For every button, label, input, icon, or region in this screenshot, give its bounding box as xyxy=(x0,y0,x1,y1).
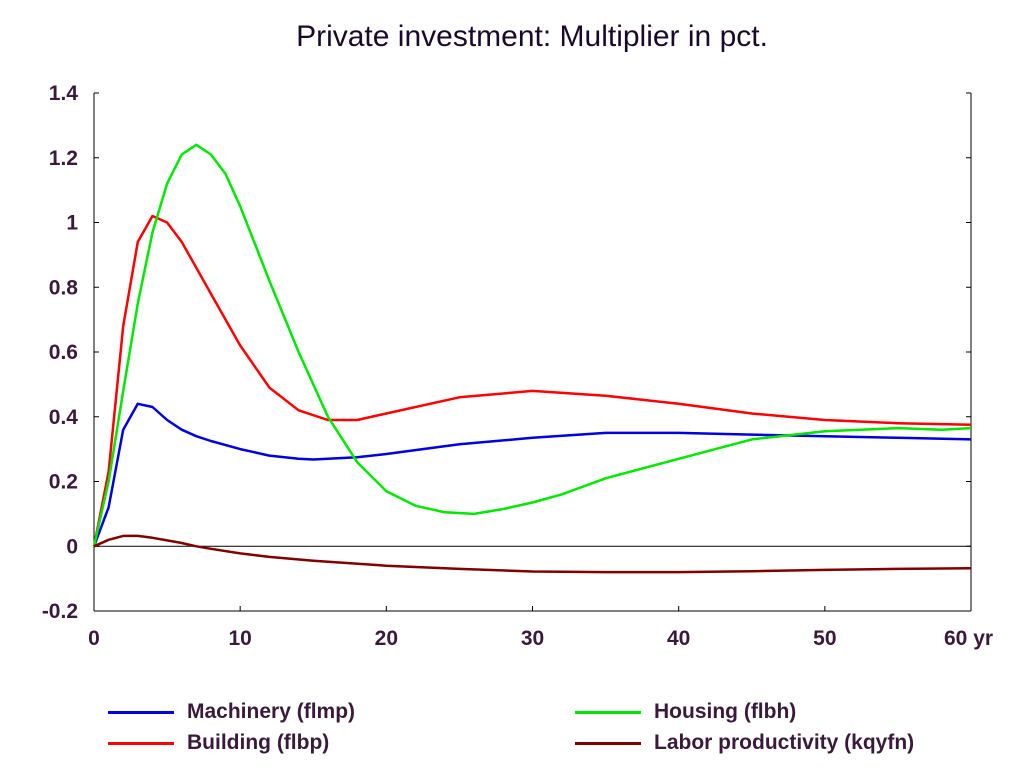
legend-swatch-labor-productivity xyxy=(575,741,641,745)
x-tick-label: 0 xyxy=(88,627,100,650)
plot-frame xyxy=(93,93,972,612)
y-tick-label: 1 xyxy=(66,212,78,235)
series-layer xyxy=(92,143,972,574)
chart-title: Private investment: Multiplier in pct. xyxy=(296,20,768,53)
legend-label-building: Building (flbp) xyxy=(187,731,330,754)
y-tick-label: 1.2 xyxy=(49,147,78,170)
legend-label-housing: Housing (flbh) xyxy=(654,700,797,723)
y-tick-label: 1.4 xyxy=(49,82,79,105)
legend-item-labor-productivity: Labor productivity (kqyfn) xyxy=(575,731,914,755)
legend-item-building: Building (flbp) xyxy=(108,731,329,755)
x-tick-label: 40 xyxy=(667,627,690,650)
x-tick-label: 60 yr xyxy=(944,627,993,650)
y-tick-label: 0.4 xyxy=(49,406,79,429)
y-tick-label: 0.6 xyxy=(49,341,78,364)
legend-item-housing: Housing (flbh) xyxy=(575,700,796,724)
legend-label-machinery: Machinery (flmp) xyxy=(187,700,356,723)
x-tick-label: 30 xyxy=(521,627,544,650)
y-axis: -0.2 0 0.2 0.4 0.6 0.8 1 1.2 1.4 xyxy=(42,82,971,623)
x-axis: 0 10 20 30 40 50 60 yr xyxy=(88,606,993,650)
y-tick-label: 0 xyxy=(66,535,78,558)
legend-swatch-building xyxy=(108,741,174,745)
x-tick-label: 10 xyxy=(228,627,251,650)
legend-label-labor-productivity: Labor productivity (kqyfn) xyxy=(654,731,915,754)
legend-swatch-housing xyxy=(575,710,641,714)
legend-item-machinery: Machinery (flmp) xyxy=(108,700,355,724)
series-line-labor-productivity xyxy=(93,534,972,574)
x-tick-label: 50 xyxy=(813,627,836,650)
x-tick-label: 20 xyxy=(375,627,398,650)
series-line-housing xyxy=(92,143,972,547)
series-line-machinery xyxy=(92,402,972,547)
series-line-building xyxy=(92,214,972,547)
legend-swatch-machinery xyxy=(108,710,174,714)
y-tick-label: -0.2 xyxy=(42,600,78,623)
y-tick-label: 0.8 xyxy=(49,276,79,299)
y-tick-label: 0.2 xyxy=(49,471,78,494)
